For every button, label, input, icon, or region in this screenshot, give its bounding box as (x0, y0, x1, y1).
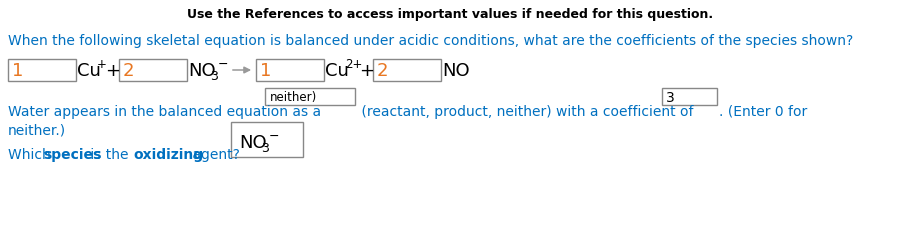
Bar (232, 123, 303, 157)
Text: 1: 1 (12, 62, 23, 80)
Text: +: + (359, 62, 374, 80)
Text: agent?: agent? (188, 147, 240, 161)
Text: (reactant, product, neither) with a coefficient of: (reactant, product, neither) with a coef… (358, 105, 698, 118)
Text: NO: NO (239, 134, 267, 151)
Text: neither): neither) (269, 91, 316, 104)
Bar (266, 89, 355, 106)
Text: Cu: Cu (77, 62, 101, 80)
Text: −: − (269, 129, 279, 142)
Text: Use the References to access important values if needed for this question.: Use the References to access important v… (187, 8, 713, 21)
Text: 2: 2 (377, 62, 388, 80)
Text: 2+: 2+ (345, 57, 362, 70)
Text: Cu: Cu (325, 62, 349, 80)
Bar (119, 60, 187, 82)
Bar (661, 89, 716, 106)
Text: 2: 2 (123, 62, 134, 80)
Text: +: + (97, 57, 107, 70)
Text: oxidizing: oxidizing (133, 147, 203, 161)
Bar (8, 60, 76, 82)
Text: −: − (218, 57, 229, 70)
Text: Water appears in the balanced equation as a: Water appears in the balanced equation a… (8, 105, 325, 118)
Bar (256, 60, 324, 82)
Text: +: + (105, 62, 120, 80)
Text: 3: 3 (666, 90, 674, 104)
Text: . (Enter 0 for: . (Enter 0 for (719, 105, 807, 118)
Text: When the following skeletal equation is balanced under acidic conditions, what a: When the following skeletal equation is … (8, 34, 853, 48)
Text: 1: 1 (260, 62, 271, 80)
Text: NO: NO (442, 62, 469, 80)
Text: NO: NO (188, 62, 215, 80)
Text: is the: is the (86, 147, 133, 161)
Text: Which: Which (8, 147, 55, 161)
Text: neither.): neither.) (8, 123, 66, 136)
Bar (373, 60, 441, 82)
Text: species: species (43, 147, 101, 161)
Text: 3: 3 (261, 142, 269, 155)
Text: 3: 3 (210, 70, 218, 83)
